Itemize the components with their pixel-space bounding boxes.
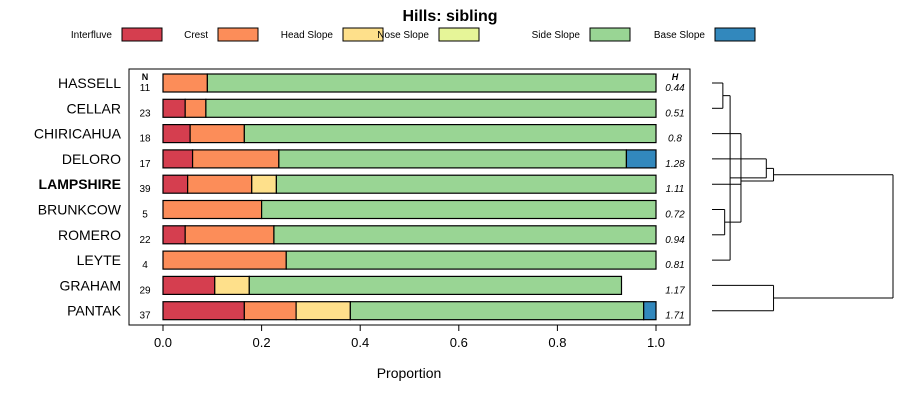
- bar-segment: [206, 73, 657, 93]
- x-axis-label: Proportion: [377, 365, 442, 381]
- legend-swatch: [714, 27, 756, 42]
- legend-label: Interfluve: [71, 30, 113, 41]
- bar-segment: [295, 301, 351, 321]
- row-n: 17: [139, 159, 151, 170]
- bar-segment: [275, 174, 657, 194]
- bar-segment: [162, 225, 186, 245]
- bar-segment: [248, 275, 623, 295]
- row-n: 39: [139, 184, 151, 195]
- legend: Interfluve Crest Head Slope Nose Slope Side …: [71, 27, 756, 42]
- row-label: LAMPSHIRE: [39, 176, 121, 192]
- bar-segment: [251, 174, 277, 194]
- bar-segment: [285, 250, 657, 270]
- row-h: 1.28: [665, 159, 685, 170]
- bar-segment: [162, 174, 189, 194]
- row-label: CHIRICAHUA: [34, 126, 122, 142]
- row-h: 0.51: [665, 108, 684, 119]
- bar-segment: [184, 225, 275, 245]
- bar-segment: [643, 301, 657, 321]
- row-h: 0.72: [665, 210, 685, 221]
- bar-segment: [243, 123, 657, 144]
- h-header: H: [672, 72, 679, 82]
- n-header: N: [142, 72, 149, 82]
- bar-segment: [205, 98, 657, 118]
- bar-segment: [162, 301, 245, 321]
- row-h: 1.11: [666, 184, 685, 195]
- x-axis: 0.0 0.2 0.4 0.6 0.8 1.0: [154, 325, 665, 350]
- chart-title: Hills: sibling: [402, 8, 497, 25]
- legend-label: Crest: [184, 30, 208, 41]
- row-n: 22: [139, 235, 151, 246]
- row-label: BRUNKCOW: [38, 202, 122, 218]
- bar-segment: [162, 250, 287, 270]
- bar-segment: [625, 149, 657, 169]
- legend-swatch: [589, 27, 631, 42]
- x-tick-label: 1.0: [647, 335, 665, 350]
- bar-segment: [191, 149, 280, 169]
- row-label: DELORO: [62, 151, 121, 167]
- row-n: 23: [139, 108, 151, 119]
- bar-segment: [214, 275, 250, 295]
- bar-rows: HASSELL 11 0.44 CELLAR 23 0.51 CHIRICAHUA 18 0.8…: [34, 73, 685, 322]
- row-h: 0.8: [668, 134, 682, 145]
- bar-segment: [187, 174, 253, 194]
- row-n: 37: [139, 311, 151, 322]
- x-tick-label: 0.4: [351, 335, 369, 350]
- x-tick-label: 0.2: [253, 335, 271, 350]
- bar-segment: [162, 98, 186, 118]
- legend-label: Side Slope: [532, 30, 581, 41]
- row-h: 1.71: [665, 311, 684, 322]
- legend-label: Head Slope: [281, 30, 334, 41]
- row-n: 18: [139, 134, 151, 145]
- bar-segment: [162, 275, 216, 295]
- row-n: 29: [139, 285, 151, 296]
- dendrogram: [712, 82, 894, 312]
- plot-frame: [128, 68, 691, 326]
- row-label: PANTAK: [67, 303, 122, 319]
- legend-swatch: [121, 27, 163, 42]
- bar-segment: [243, 301, 297, 321]
- bar-segment: [162, 73, 208, 93]
- legend-swatch: [217, 27, 259, 42]
- row-h: 0.44: [665, 83, 685, 94]
- row-label: HASSELL: [58, 75, 121, 91]
- legend-label: Base Slope: [654, 30, 706, 41]
- row-n: 11: [140, 83, 151, 94]
- row-label: GRAHAM: [60, 277, 121, 293]
- bar-segment: [162, 123, 191, 144]
- row-label: ROMERO: [58, 227, 121, 243]
- bar-segment: [278, 149, 628, 169]
- row-h: 0.94: [665, 235, 685, 246]
- row-n: 4: [142, 260, 148, 271]
- bar-segment: [184, 98, 207, 118]
- bar-segment: [189, 123, 245, 144]
- legend-swatch: [342, 27, 384, 42]
- bar-segment: [162, 149, 194, 169]
- x-tick-label: 0.8: [548, 335, 566, 350]
- bar-segment: [261, 199, 657, 220]
- legend-label: Nose Slope: [377, 30, 429, 41]
- x-tick-label: 0.0: [154, 335, 172, 350]
- row-h: 0.81: [665, 260, 684, 271]
- legend-swatch: [438, 27, 480, 42]
- bar-segment: [162, 199, 263, 220]
- row-h: 1.17: [665, 285, 685, 296]
- row-label: CELLAR: [67, 100, 121, 116]
- bar-segment: [349, 301, 645, 321]
- row-label: LEYTE: [77, 252, 121, 268]
- x-tick-label: 0.6: [450, 335, 468, 350]
- bar-segment: [273, 225, 657, 245]
- row-n: 5: [142, 210, 148, 221]
